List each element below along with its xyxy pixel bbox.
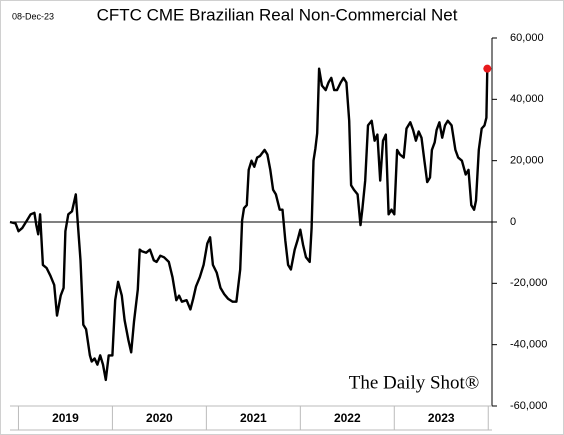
x-tick-label: 2022 — [334, 411, 361, 425]
chart-title: CFTC CME Brazilian Real Non-Commercial N… — [97, 5, 458, 24]
y-tick-label: 20,000 — [510, 155, 544, 167]
y-tick-label: -60,000 — [510, 400, 547, 412]
line — [9, 67, 489, 382]
y-tick-label: 60,000 — [510, 32, 544, 44]
watermark: The Daily Shot® — [349, 372, 480, 393]
date-label: 08-Dec-23 — [12, 11, 54, 21]
x-tick-label: 2020 — [146, 411, 173, 425]
x-tick-label: 2019 — [52, 411, 79, 425]
y-tick-label: 40,000 — [510, 93, 544, 105]
y-tick-label: -20,000 — [510, 277, 547, 289]
last-point — [483, 64, 492, 73]
y-tick-label: -40,000 — [510, 339, 547, 351]
y-tick-label: 0 — [510, 216, 516, 228]
x-tick-label: 2023 — [428, 411, 455, 425]
x-tick-label: 2021 — [240, 411, 267, 425]
